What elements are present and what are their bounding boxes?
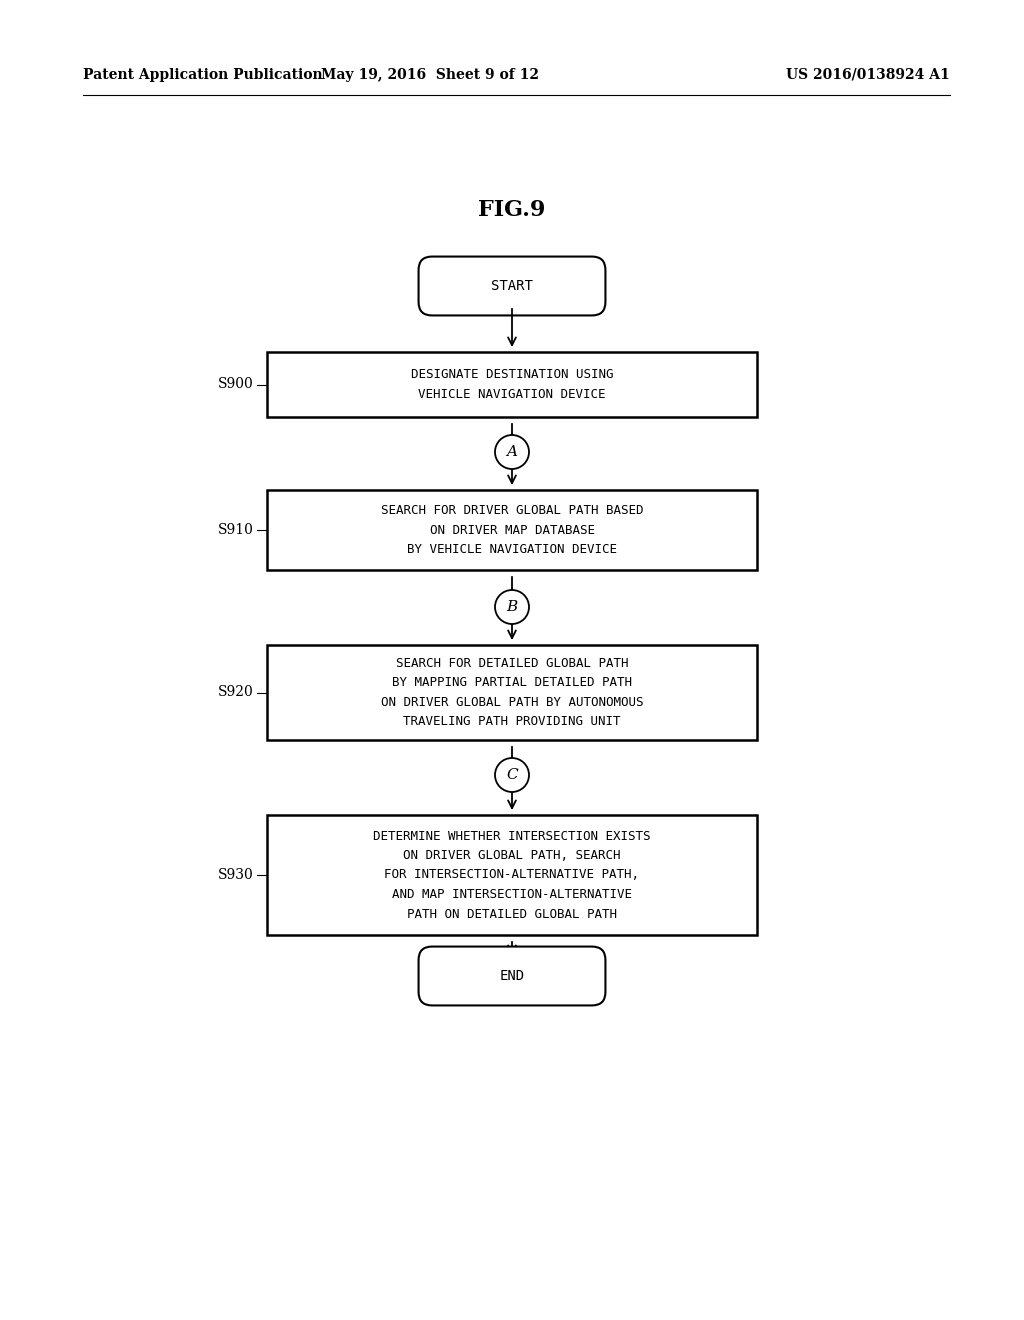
Text: Patent Application Publication: Patent Application Publication (83, 69, 323, 82)
Text: US 2016/0138924 A1: US 2016/0138924 A1 (786, 69, 950, 82)
Circle shape (495, 590, 529, 624)
Text: S920: S920 (218, 685, 254, 700)
Text: A: A (507, 445, 517, 459)
FancyBboxPatch shape (267, 814, 757, 935)
Text: FIG.9: FIG.9 (478, 199, 546, 220)
Text: END: END (500, 969, 524, 983)
Text: S930: S930 (218, 869, 254, 882)
FancyBboxPatch shape (267, 490, 757, 570)
FancyBboxPatch shape (419, 946, 605, 1006)
Text: SEARCH FOR DETAILED GLOBAL PATH
BY MAPPING PARTIAL DETAILED PATH
ON DRIVER GLOBA: SEARCH FOR DETAILED GLOBAL PATH BY MAPPI… (381, 657, 643, 729)
FancyBboxPatch shape (267, 352, 757, 417)
Text: C: C (506, 768, 518, 781)
Text: DETERMINE WHETHER INTERSECTION EXISTS
ON DRIVER GLOBAL PATH, SEARCH
FOR INTERSEC: DETERMINE WHETHER INTERSECTION EXISTS ON… (374, 829, 650, 920)
Text: S910: S910 (218, 523, 254, 537)
Text: May 19, 2016  Sheet 9 of 12: May 19, 2016 Sheet 9 of 12 (321, 69, 539, 82)
Text: START: START (492, 279, 532, 293)
Text: B: B (507, 601, 517, 614)
Text: DESIGNATE DESTINATION USING
VEHICLE NAVIGATION DEVICE: DESIGNATE DESTINATION USING VEHICLE NAVI… (411, 368, 613, 401)
Circle shape (495, 758, 529, 792)
FancyBboxPatch shape (419, 256, 605, 315)
Text: S900: S900 (218, 378, 254, 392)
Text: SEARCH FOR DRIVER GLOBAL PATH BASED
ON DRIVER MAP DATABASE
BY VEHICLE NAVIGATION: SEARCH FOR DRIVER GLOBAL PATH BASED ON D… (381, 504, 643, 556)
FancyBboxPatch shape (267, 645, 757, 741)
Circle shape (495, 436, 529, 469)
